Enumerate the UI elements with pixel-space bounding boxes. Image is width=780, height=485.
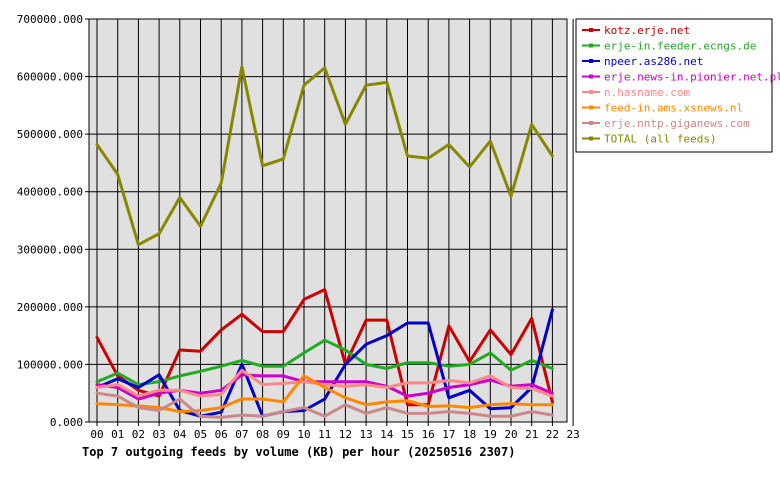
plot-border (88, 18, 568, 423)
x-tick-label: 18 (463, 428, 476, 441)
x-tick-label: 03 (152, 428, 165, 441)
legend-marker (589, 43, 593, 48)
x-tick-label: 14 (380, 428, 394, 441)
legend-label: erje.news-in.pionier.net.pl (604, 71, 780, 84)
series-line-5 (95, 374, 554, 414)
legend-box (575, 18, 773, 153)
x-tick-label: 16 (422, 428, 435, 441)
x-tick-label: 09 (277, 428, 290, 441)
legend-label: TOTAL (all feeds) (604, 133, 717, 146)
y-tick-label: 600000.000 (17, 71, 83, 84)
y-tick-label: 500000.000 (17, 128, 83, 141)
x-tick-label: 13 (359, 428, 372, 441)
x-tick-label: 11 (318, 428, 331, 441)
series-line-2 (95, 308, 554, 418)
x-tick-label: 12 (339, 428, 352, 441)
chart-title: Top 7 outgoing feeds by volume (KB) per … (82, 445, 515, 459)
legend-label: erje-in.feeder.ecngs.de (604, 40, 756, 53)
legend-label: kotz.erje.net (604, 24, 690, 37)
y-tick-label: 0.000 (50, 416, 83, 429)
x-tick-label: 21 (525, 428, 538, 441)
x-tick-label: 05 (194, 428, 207, 441)
legend-label: feed-in.ams.xsnews.nl (604, 102, 743, 115)
x-tick-label: 10 (297, 428, 310, 441)
legend-marker (589, 59, 593, 63)
x-tick-label: 06 (215, 428, 228, 441)
x-tick-label: 15 (401, 428, 414, 441)
y-tick-label: 100000.000 (17, 358, 83, 371)
legend-label: erje.nntp.giganews.com (604, 117, 750, 130)
series-line-4 (95, 368, 554, 398)
x-tick-label: 02 (132, 428, 145, 441)
x-tick-label: 17 (442, 428, 455, 441)
x-tick-label: 00 (90, 428, 103, 441)
series-line-7 (95, 65, 554, 247)
legend-marker (589, 90, 593, 94)
x-tick-label: 20 (504, 428, 517, 441)
x-tick-label: 22 (546, 428, 559, 441)
y-tick-label: 700000.000 (17, 13, 83, 26)
legend-marker (589, 74, 593, 79)
legend-label: npeer.as286.net (604, 55, 703, 68)
series-line-1 (95, 338, 554, 387)
x-tick-label: 08 (256, 428, 269, 441)
x-tick-label: 07 (235, 428, 248, 441)
y-tick-label: 300000.000 (17, 243, 83, 256)
series-line-6 (95, 391, 554, 419)
y-tick-label: 200000.000 (17, 301, 83, 314)
legend-marker (589, 136, 593, 141)
y-tick-label: 400000.000 (17, 186, 83, 199)
legend-marker (589, 121, 593, 125)
legend-marker (589, 28, 593, 32)
x-tick-label: 19 (484, 428, 497, 441)
x-tick-label: 01 (111, 428, 124, 441)
series-line-0 (95, 288, 554, 407)
legend-label: n.hasname.com (604, 86, 690, 99)
legend-marker (589, 105, 593, 110)
x-tick-label: 04 (173, 428, 187, 441)
x-tick-label: 23 (566, 428, 579, 441)
